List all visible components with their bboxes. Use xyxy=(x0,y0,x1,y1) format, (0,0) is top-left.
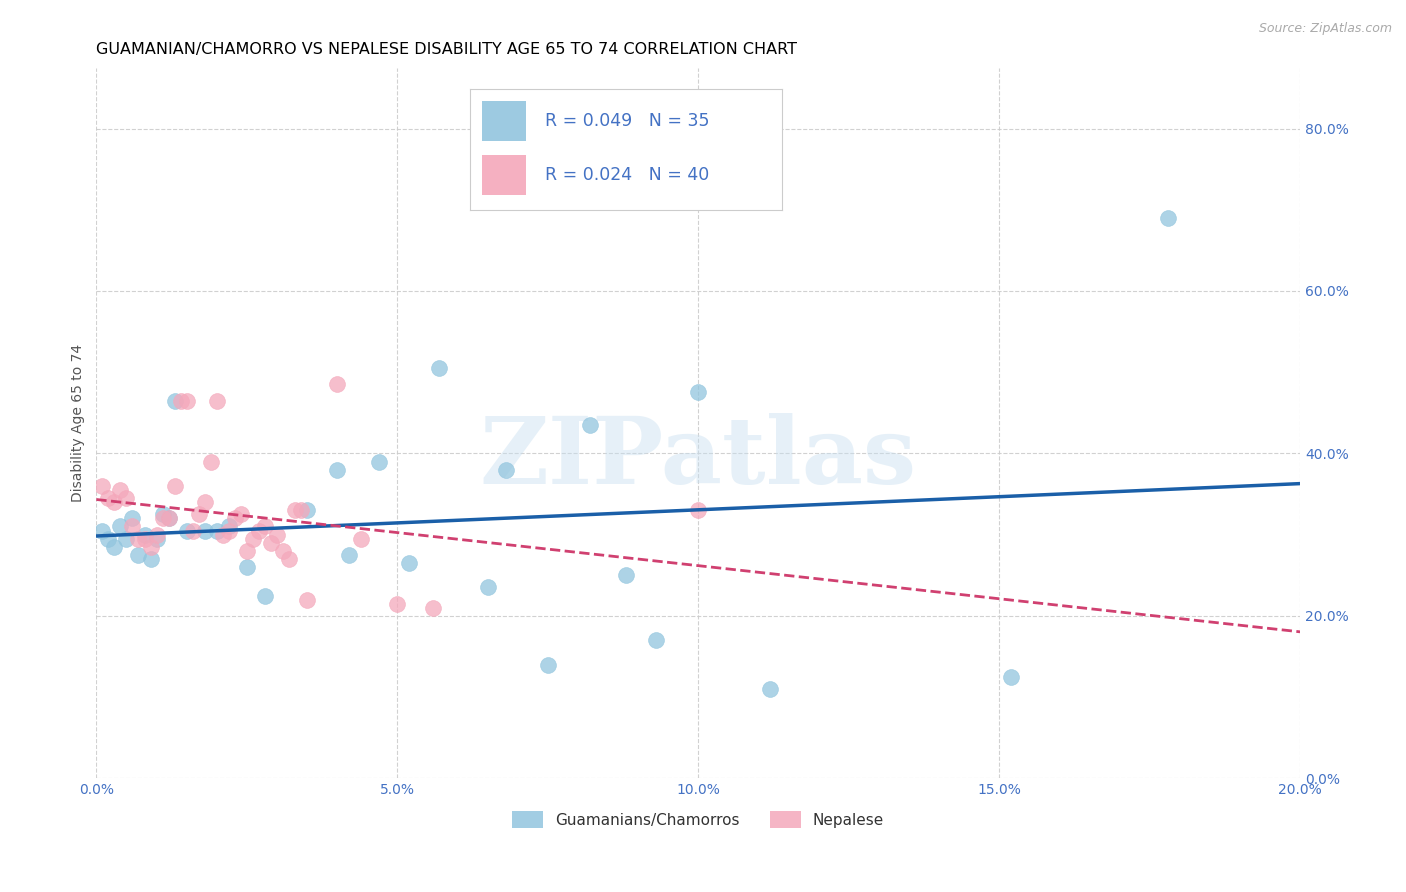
Point xyxy=(211,527,233,541)
Point xyxy=(152,511,174,525)
Text: GUAMANIAN/CHAMORRO VS NEPALESE DISABILITY AGE 65 TO 74 CORRELATION CHART: GUAMANIAN/CHAMORRO VS NEPALESE DISABILIT… xyxy=(97,42,797,57)
Point xyxy=(163,479,186,493)
Point xyxy=(110,483,132,497)
Point xyxy=(110,519,132,533)
Point xyxy=(477,581,499,595)
Point xyxy=(253,519,276,533)
Point xyxy=(97,491,120,505)
Point xyxy=(134,532,156,546)
Point xyxy=(121,519,143,533)
Point xyxy=(152,508,174,522)
Point xyxy=(266,527,288,541)
Point xyxy=(139,540,162,554)
Point xyxy=(350,532,373,546)
Point xyxy=(205,393,228,408)
Point xyxy=(295,503,318,517)
Point xyxy=(134,527,156,541)
Point xyxy=(176,524,198,538)
Point xyxy=(422,600,444,615)
Point xyxy=(260,535,283,549)
Point xyxy=(200,454,222,468)
Point xyxy=(688,385,710,400)
Point xyxy=(194,495,217,509)
Point xyxy=(495,462,517,476)
Point xyxy=(194,524,217,538)
Point xyxy=(579,417,602,432)
Point xyxy=(1000,670,1022,684)
Point xyxy=(224,511,246,525)
Point xyxy=(387,597,409,611)
Point xyxy=(429,361,451,376)
Point xyxy=(97,532,120,546)
Point xyxy=(236,560,259,574)
Point xyxy=(236,544,259,558)
Point xyxy=(759,681,782,696)
Point xyxy=(326,462,349,476)
Point xyxy=(139,552,162,566)
Point xyxy=(121,511,143,525)
Point xyxy=(229,508,252,522)
Point xyxy=(614,568,637,582)
Text: Source: ZipAtlas.com: Source: ZipAtlas.com xyxy=(1258,22,1392,36)
Point xyxy=(284,503,307,517)
Point xyxy=(205,524,228,538)
Point xyxy=(115,532,138,546)
Point xyxy=(127,548,149,562)
Point xyxy=(242,532,264,546)
Point xyxy=(278,552,301,566)
Text: ZIPatlas: ZIPatlas xyxy=(479,414,917,503)
Point xyxy=(368,454,391,468)
Point xyxy=(398,556,420,570)
Point xyxy=(187,508,209,522)
Point xyxy=(115,491,138,505)
Point xyxy=(645,633,668,648)
Point xyxy=(145,532,167,546)
Point xyxy=(103,540,125,554)
Point xyxy=(91,479,114,493)
Point xyxy=(91,524,114,538)
Point xyxy=(326,377,349,392)
Y-axis label: Disability Age 65 to 74: Disability Age 65 to 74 xyxy=(72,344,86,502)
Point xyxy=(537,657,560,672)
Legend: Guamanians/Chamorros, Nepalese: Guamanians/Chamorros, Nepalese xyxy=(506,805,890,835)
Point xyxy=(253,589,276,603)
Point xyxy=(169,393,191,408)
Point xyxy=(145,527,167,541)
Point xyxy=(247,524,270,538)
Point xyxy=(181,524,204,538)
Point xyxy=(163,393,186,408)
Point xyxy=(271,544,294,558)
Point xyxy=(176,393,198,408)
Point xyxy=(337,548,360,562)
Point xyxy=(127,532,149,546)
Point xyxy=(157,511,180,525)
Point xyxy=(218,524,240,538)
Point xyxy=(1156,211,1178,225)
Point xyxy=(688,503,710,517)
Point xyxy=(103,495,125,509)
Point xyxy=(218,519,240,533)
Point xyxy=(157,511,180,525)
Point xyxy=(290,503,312,517)
Point xyxy=(295,592,318,607)
